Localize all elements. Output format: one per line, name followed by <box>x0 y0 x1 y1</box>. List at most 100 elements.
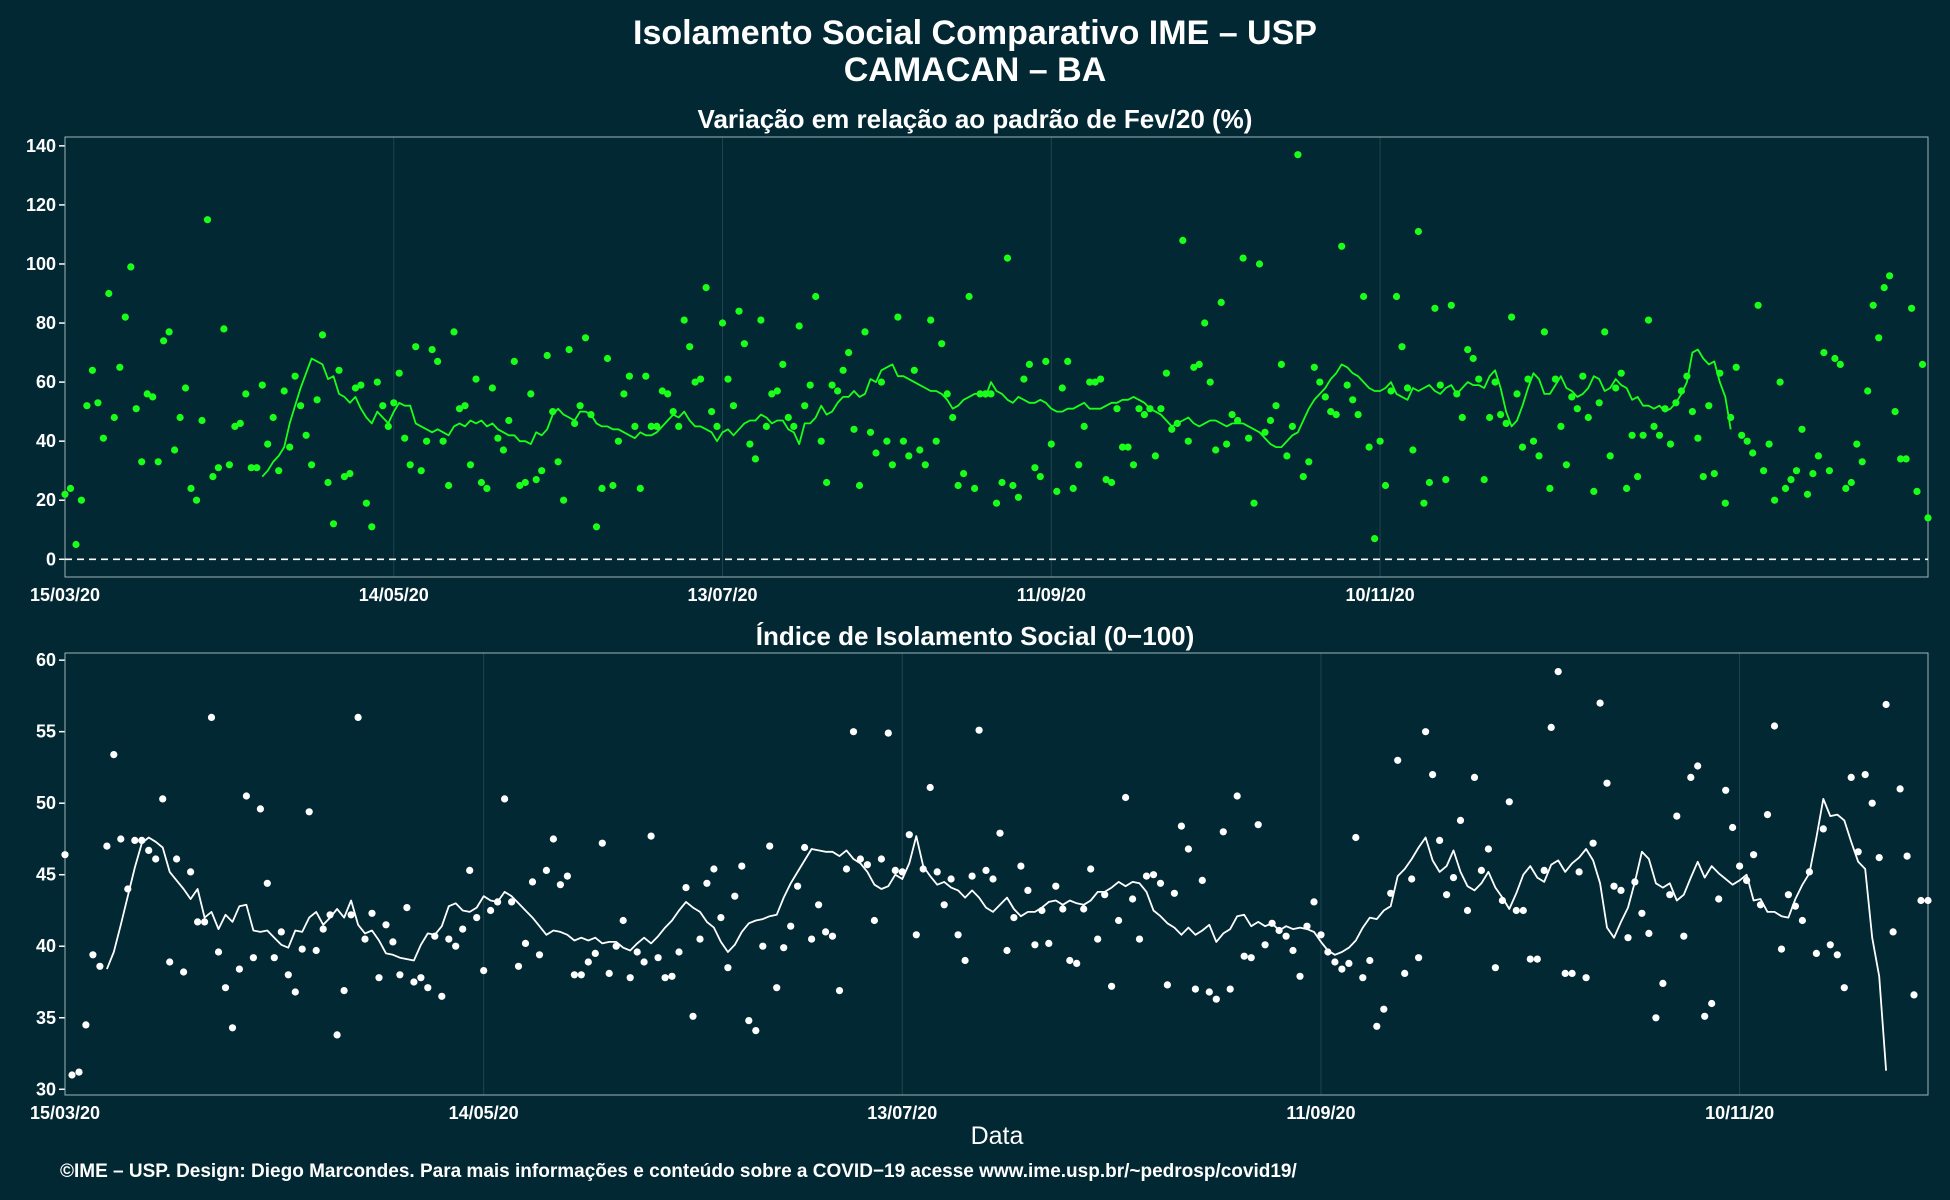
data-point <box>417 467 425 475</box>
data-point <box>1190 363 1198 371</box>
data-point <box>1680 932 1688 940</box>
data-point <box>1917 896 1925 905</box>
data-point <box>987 390 995 398</box>
data-point <box>1732 363 1740 371</box>
data-point <box>713 422 721 430</box>
data-point <box>1365 443 1373 451</box>
data-point <box>1524 375 1532 383</box>
data-point <box>131 836 139 845</box>
data-point <box>1020 375 1028 383</box>
data-point <box>1880 284 1888 292</box>
data-point <box>1401 969 1409 978</box>
data-point <box>542 866 551 875</box>
data-point <box>861 328 869 336</box>
data-point <box>938 340 946 348</box>
data-point <box>1091 378 1099 386</box>
data-point <box>180 968 188 976</box>
data-point <box>225 461 233 469</box>
data-point <box>565 346 573 354</box>
data-point <box>1875 334 1883 342</box>
data-point <box>1694 762 1702 770</box>
data-point <box>587 411 595 419</box>
data-point <box>1505 798 1513 806</box>
data-point <box>828 381 836 389</box>
data-point <box>333 1031 341 1039</box>
data-point <box>340 987 348 995</box>
data-point <box>1124 443 1132 451</box>
y-tick-label: 50 <box>36 793 56 813</box>
data-point <box>473 914 481 922</box>
data-point <box>784 413 792 422</box>
data-point <box>1721 499 1729 507</box>
data-point <box>242 390 250 398</box>
data-point <box>116 363 124 371</box>
data-point <box>1798 916 1806 925</box>
data-point <box>1508 313 1516 321</box>
data-point <box>773 387 781 395</box>
data-point <box>439 437 447 445</box>
data-point <box>66 484 75 492</box>
data-point <box>731 892 739 900</box>
data-point <box>949 413 957 422</box>
data-point <box>75 1068 83 1076</box>
data-point <box>396 971 404 979</box>
data-point <box>1551 375 1559 383</box>
data-point <box>581 334 590 342</box>
data-point <box>1360 292 1368 301</box>
data-point <box>302 431 310 439</box>
data-point <box>412 343 420 351</box>
data-point <box>181 384 190 392</box>
data-point <box>1491 378 1499 386</box>
data-point <box>839 366 847 374</box>
data-point <box>1239 254 1247 262</box>
data-point <box>1449 874 1458 882</box>
data-point <box>1743 876 1751 885</box>
data-point <box>461 402 469 410</box>
data-point <box>845 349 853 357</box>
data-point <box>1198 876 1206 885</box>
data-point <box>1606 452 1614 460</box>
data-point <box>438 992 446 1000</box>
data-point <box>1080 905 1088 913</box>
data-point <box>1554 668 1562 676</box>
data-point <box>1470 773 1479 782</box>
data-point <box>61 851 69 859</box>
data-point <box>417 974 425 982</box>
data-point <box>1484 845 1492 853</box>
data-point <box>801 843 809 852</box>
data-point <box>1497 411 1505 419</box>
data-point <box>253 464 261 472</box>
data-point <box>619 916 627 925</box>
data-point <box>1359 974 1367 982</box>
data-point <box>801 402 809 410</box>
data-point <box>192 496 201 504</box>
data-point <box>1234 416 1242 425</box>
data-point <box>1255 260 1264 268</box>
data-point <box>1791 902 1799 910</box>
data-point <box>1475 375 1483 383</box>
data-point <box>472 375 480 383</box>
data-point <box>996 829 1004 837</box>
y-tick-label: 45 <box>36 865 56 885</box>
data-point <box>1833 951 1841 959</box>
data-point <box>1896 785 1904 793</box>
data-point <box>1409 446 1417 454</box>
data-point <box>1184 437 1192 445</box>
data-point <box>428 346 436 354</box>
data-point <box>1282 932 1290 940</box>
data-point <box>823 478 831 487</box>
data-point <box>247 464 255 472</box>
data-point <box>1135 405 1143 413</box>
data-point <box>682 884 690 892</box>
data-point <box>822 928 830 936</box>
data-point <box>989 875 997 883</box>
data-point <box>1623 484 1631 492</box>
data-point <box>1254 821 1262 829</box>
data-point <box>1113 405 1121 413</box>
data-point <box>1889 928 1897 936</box>
data-point <box>905 452 913 460</box>
data-point <box>1212 446 1220 454</box>
data-point <box>1729 823 1737 832</box>
x-tick-label: 10/11/20 <box>1705 1103 1774 1123</box>
data-point <box>1373 1022 1381 1030</box>
